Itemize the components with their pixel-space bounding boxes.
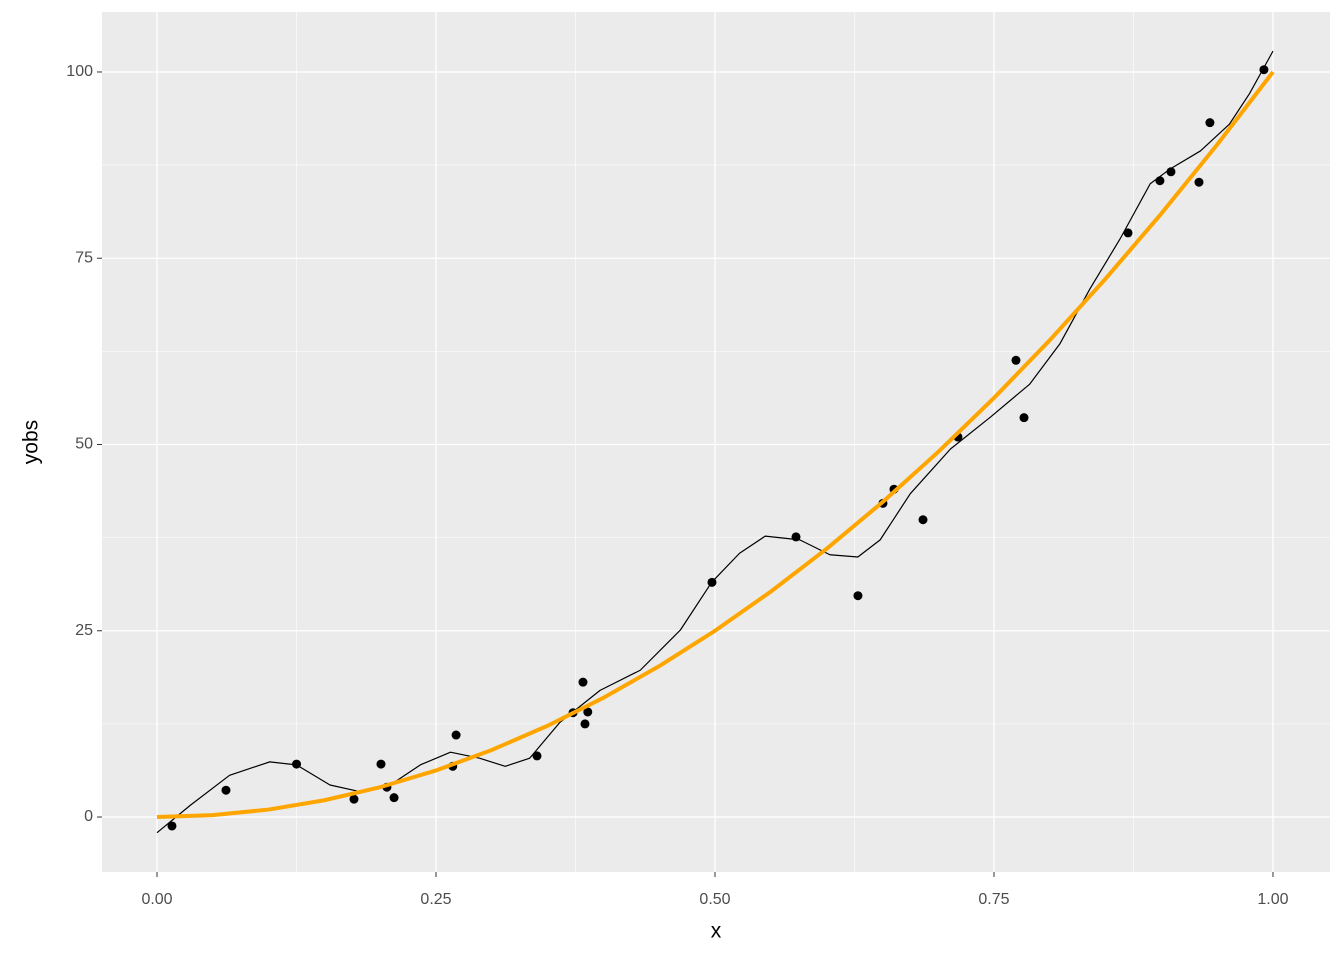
line [156,70,1275,820]
y-tick-label: 50 [75,436,93,453]
point [221,785,231,795]
point [580,719,590,729]
plot-background [102,12,1330,872]
point [167,821,177,831]
point [583,707,593,717]
point [451,730,461,740]
y-tick-label: 75 [75,249,93,266]
x-tick-label: 0.00 [141,891,172,908]
point [376,759,386,769]
x-tick-label: 1.00 [1257,891,1288,908]
x-tick-label: 0.25 [420,891,451,908]
x-axis-title: x [711,920,722,943]
y-tick-label: 100 [66,63,93,80]
point [1123,228,1133,238]
point [1011,355,1021,365]
x-tick-label: 0.75 [978,891,1009,908]
y-tick-label: 0 [84,808,93,825]
x-tick-label: 0.50 [699,891,730,908]
y-tick-label: 25 [75,622,93,639]
point [578,677,588,687]
point [389,793,399,803]
point [853,591,863,601]
point [1205,118,1215,128]
point [1155,176,1165,186]
point [1194,177,1204,187]
point [918,515,928,525]
point [532,751,542,761]
y-axis-title: yobs [20,420,43,464]
point [349,794,359,804]
point [1019,413,1029,423]
